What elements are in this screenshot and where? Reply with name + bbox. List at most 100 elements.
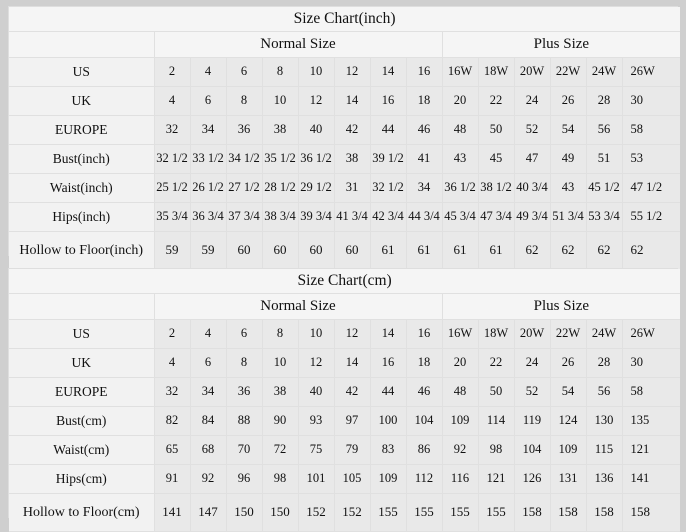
data-cell: 61 bbox=[369, 231, 407, 270]
data-cell: 8 bbox=[225, 348, 263, 378]
data-cell: 14 bbox=[369, 319, 407, 349]
data-cell: 150 bbox=[261, 493, 299, 532]
row-label: Hips(inch) bbox=[9, 202, 155, 232]
data-cell: 18W bbox=[477, 57, 515, 87]
data-cell: 158 bbox=[621, 493, 681, 532]
group-header-plus-size: Plus Size bbox=[441, 31, 681, 58]
data-cell: 12 bbox=[333, 319, 371, 349]
data-cell: 152 bbox=[297, 493, 335, 532]
data-cell: 12 bbox=[297, 86, 335, 116]
data-cell: 42 3/4 bbox=[369, 202, 407, 232]
data-cell: 158 bbox=[585, 493, 623, 532]
data-cell: 93 bbox=[297, 406, 335, 436]
data-cell: 101 bbox=[297, 464, 335, 494]
data-cell: 49 bbox=[549, 144, 587, 174]
data-cell: 38 1/2 bbox=[477, 173, 515, 203]
data-cell: 38 bbox=[261, 377, 299, 407]
data-cell: 8 bbox=[261, 319, 299, 349]
data-cell: 114 bbox=[477, 406, 515, 436]
data-cell: 98 bbox=[261, 464, 299, 494]
chart-group-header-row: Normal Size Plus Size bbox=[9, 31, 681, 58]
data-cell: 121 bbox=[477, 464, 515, 494]
data-cell: 45 bbox=[477, 144, 515, 174]
data-cell: 4 bbox=[153, 348, 191, 378]
data-cell: 34 1/2 bbox=[225, 144, 263, 174]
data-cell: 10 bbox=[261, 348, 299, 378]
data-cell: 2 bbox=[153, 57, 191, 87]
data-cell: 10 bbox=[297, 319, 335, 349]
group-header-corner bbox=[9, 293, 155, 320]
table-row: UK 4 6 8 10 12 14 16 18 20 22 24 26 28 30 bbox=[9, 348, 681, 378]
group-header-plus-size: Plus Size bbox=[441, 293, 681, 320]
table-row: Hips(inch) 35 3/4 36 3/4 37 3/4 38 3/4 39 3/4… bbox=[9, 202, 681, 232]
data-cell: 135 bbox=[621, 406, 681, 436]
data-cell: 70 bbox=[225, 435, 263, 465]
data-cell: 49 3/4 bbox=[513, 202, 551, 232]
data-cell: 16W bbox=[441, 57, 479, 87]
data-cell: 59 bbox=[189, 231, 227, 270]
data-cell: 26 1/2 bbox=[189, 173, 227, 203]
data-cell: 54 bbox=[549, 377, 587, 407]
row-label: Hollow to Floor(cm) bbox=[9, 493, 155, 532]
data-cell: 26W bbox=[621, 319, 681, 349]
data-cell: 26 bbox=[549, 348, 587, 378]
data-cell: 44 3/4 bbox=[405, 202, 443, 232]
data-cell: 32 bbox=[153, 377, 191, 407]
data-cell: 35 1/2 bbox=[261, 144, 299, 174]
data-cell: 20W bbox=[513, 57, 551, 87]
row-label: EUROPE bbox=[9, 377, 155, 407]
table-row: EUROPE 32 34 36 38 40 42 44 46 48 50 52 54 56 58 bbox=[9, 115, 681, 145]
data-cell: 104 bbox=[405, 406, 443, 436]
table-row: Hips(cm) 91 92 96 98 101 105 109 112 116 121 126 131… bbox=[9, 464, 681, 494]
data-cell: 155 bbox=[441, 493, 479, 532]
chart-title-row: Size Chart(cm) bbox=[9, 269, 681, 294]
chart-title: Size Chart(cm) bbox=[9, 269, 681, 294]
data-cell: 50 bbox=[477, 377, 515, 407]
data-cell: 36 3/4 bbox=[189, 202, 227, 232]
data-cell: 39 1/2 bbox=[369, 144, 407, 174]
data-cell: 136 bbox=[585, 464, 623, 494]
data-cell: 14 bbox=[369, 57, 407, 87]
data-cell: 43 bbox=[441, 144, 479, 174]
data-cell: 62 bbox=[549, 231, 587, 270]
data-cell: 40 bbox=[297, 115, 335, 145]
data-cell: 4 bbox=[153, 86, 191, 116]
data-cell: 45 1/2 bbox=[585, 173, 623, 203]
data-cell: 88 bbox=[225, 406, 263, 436]
data-cell: 46 bbox=[405, 115, 443, 145]
data-cell: 92 bbox=[189, 464, 227, 494]
data-cell: 22W bbox=[549, 57, 587, 87]
data-cell: 60 bbox=[261, 231, 299, 270]
table-row: US 2 4 6 8 10 12 14 16 16W 18W 20W 22W 24W 26W bbox=[9, 319, 681, 349]
size-chart-cm-table: Size Chart(cm) Normal Size Plus Size US 2 4 6 8… bbox=[8, 268, 681, 532]
table-row: Bust(inch) 32 1/2 33 1/2 34 1/2 35 1/2 36 1/2… bbox=[9, 144, 681, 174]
data-cell: 16W bbox=[441, 319, 479, 349]
data-cell: 33 1/2 bbox=[189, 144, 227, 174]
data-cell: 35 3/4 bbox=[153, 202, 191, 232]
data-cell: 16 bbox=[369, 348, 407, 378]
data-cell: 124 bbox=[549, 406, 587, 436]
data-cell: 39 3/4 bbox=[297, 202, 335, 232]
chart-table-inch: Size Chart(inch) Normal Size Plus Size US 2 4… bbox=[9, 7, 681, 270]
data-cell: 119 bbox=[513, 406, 551, 436]
row-label: Waist(cm) bbox=[9, 435, 155, 465]
data-cell: 40 bbox=[297, 377, 335, 407]
row-label: Hollow to Floor(inch) bbox=[9, 231, 155, 270]
data-cell: 38 bbox=[261, 115, 299, 145]
data-cell: 72 bbox=[261, 435, 299, 465]
data-cell: 16 bbox=[405, 57, 443, 87]
data-cell: 30 bbox=[621, 348, 681, 378]
data-cell: 53 3/4 bbox=[585, 202, 623, 232]
data-cell: 22W bbox=[549, 319, 587, 349]
data-cell: 116 bbox=[441, 464, 479, 494]
data-cell: 56 bbox=[585, 377, 623, 407]
data-cell: 97 bbox=[333, 406, 371, 436]
row-label: US bbox=[9, 57, 155, 87]
table-row: US 2 4 6 8 10 12 14 16 16W 18W 20W 22W 24W 26W bbox=[9, 57, 681, 87]
data-cell: 22 bbox=[477, 348, 515, 378]
data-cell: 32 bbox=[153, 115, 191, 145]
data-cell: 16 bbox=[405, 319, 443, 349]
data-cell: 82 bbox=[153, 406, 191, 436]
data-cell: 10 bbox=[297, 57, 335, 87]
